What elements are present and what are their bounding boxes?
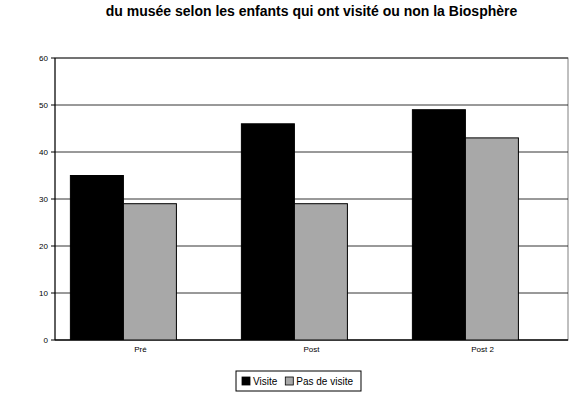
bar — [465, 138, 518, 340]
y-tick-label: 30 — [39, 195, 48, 204]
y-tick — [51, 293, 55, 294]
title: du musée selon les enfants qui ont visit… — [106, 3, 518, 19]
y-tick-label: 50 — [39, 101, 48, 110]
x-tick-label: Pré — [134, 345, 147, 354]
x-tick-label: Post — [303, 345, 320, 354]
legend-swatch — [285, 377, 293, 385]
bar — [241, 124, 294, 340]
legend: Visite Pas de visite — [236, 371, 361, 391]
bar — [123, 204, 176, 340]
bar — [70, 176, 123, 341]
chart-svg: du musée selon les enfants qui ont visit… — [0, 0, 577, 415]
y-tick — [51, 105, 55, 106]
grid-line — [55, 58, 568, 59]
legend-swatch — [242, 377, 250, 385]
grid-line — [55, 105, 568, 106]
y-tick-label: 40 — [39, 148, 48, 157]
y-tick-label: 0 — [44, 336, 49, 345]
y-tick — [51, 340, 55, 341]
y-tick-label: 20 — [39, 242, 48, 251]
y-tick-label: 10 — [39, 289, 48, 298]
y-tick — [51, 152, 55, 153]
chart-container: du musée selon les enfants qui ont visit… — [0, 0, 577, 415]
y-tick-label: 60 — [39, 54, 48, 63]
y-tick — [51, 58, 55, 59]
bar — [412, 110, 465, 340]
legend-label: Visite — [253, 376, 278, 387]
y-tick — [51, 246, 55, 247]
y-tick — [51, 199, 55, 200]
bar — [294, 204, 347, 340]
bars — [70, 110, 518, 340]
plot-area — [55, 58, 568, 340]
y-axis — [55, 58, 56, 340]
x-tick-label: Post 2 — [471, 345, 494, 354]
legend-label: Pas de visite — [296, 376, 353, 387]
legend-box — [236, 371, 361, 391]
